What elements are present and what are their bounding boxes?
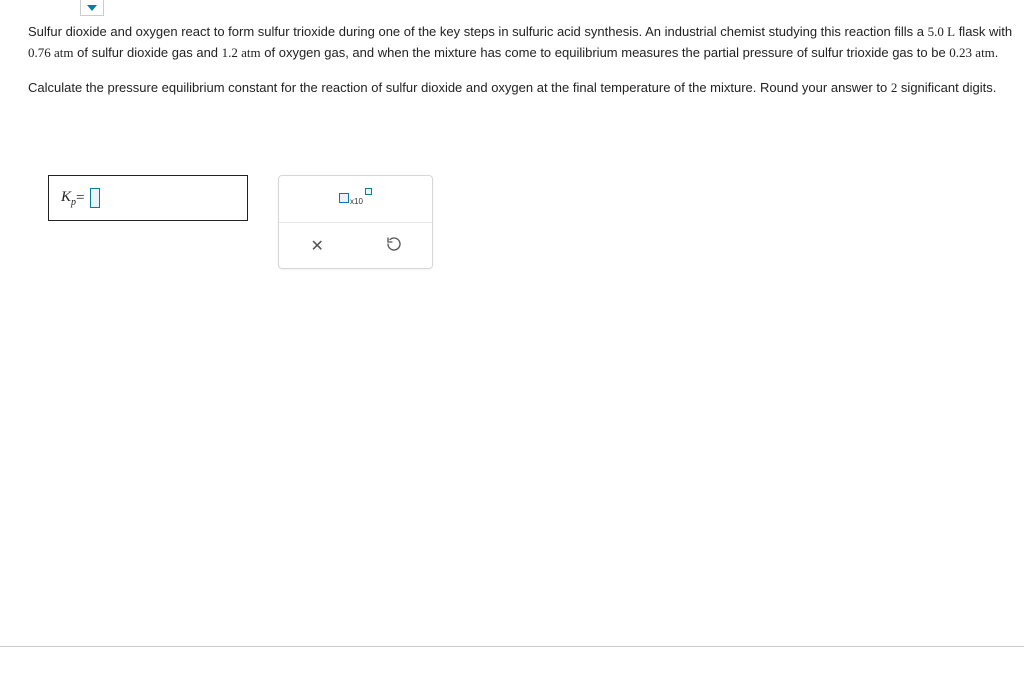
k-letter: K bbox=[61, 189, 71, 205]
x-icon: ✕ bbox=[311, 236, 324, 256]
text: flask with bbox=[955, 24, 1012, 39]
answer-area: Kp = x10 ✕ bbox=[48, 175, 433, 269]
clear-button[interactable]: ✕ bbox=[279, 223, 356, 268]
value-volume: 5.0 L bbox=[928, 24, 955, 39]
tool-row-2: ✕ bbox=[279, 222, 432, 268]
equals-sign: = bbox=[76, 190, 84, 207]
problem-paragraph-1: Sulfur dioxide and oxygen react to form … bbox=[28, 22, 1014, 64]
value-po2: 1.2 atm bbox=[222, 45, 261, 60]
text: . bbox=[995, 45, 999, 60]
divider bbox=[0, 646, 1024, 647]
tool-panel: x10 ✕ bbox=[278, 175, 433, 269]
tool-row-1: x10 bbox=[279, 176, 432, 222]
value-pso3: 0.23 atm bbox=[949, 45, 995, 60]
problem-paragraph-2: Calculate the pressure equilibrium const… bbox=[28, 78, 1014, 99]
answer-input-box[interactable]: Kp = bbox=[48, 175, 248, 221]
value-pso2: 0.76 atm bbox=[28, 45, 74, 60]
reset-icon bbox=[386, 236, 402, 255]
text: Sulfur dioxide and oxygen react to form … bbox=[28, 24, 928, 39]
text: of oxygen gas, and when the mixture has … bbox=[261, 45, 950, 60]
collapse-toggle[interactable] bbox=[80, 0, 104, 16]
chevron-down-icon bbox=[87, 5, 97, 11]
scientific-notation-button[interactable]: x10 bbox=[279, 176, 432, 222]
reset-button[interactable] bbox=[356, 223, 433, 268]
text: Calculate the pressure equilibrium const… bbox=[28, 80, 891, 95]
answer-placeholder[interactable] bbox=[90, 188, 100, 208]
kp-symbol: Kp bbox=[61, 189, 76, 208]
text: of sulfur dioxide gas and bbox=[74, 45, 222, 60]
problem-statement: Sulfur dioxide and oxygen react to form … bbox=[28, 22, 1014, 112]
text: significant digits. bbox=[897, 80, 996, 95]
sci-notation-icon: x10 bbox=[339, 193, 372, 205]
